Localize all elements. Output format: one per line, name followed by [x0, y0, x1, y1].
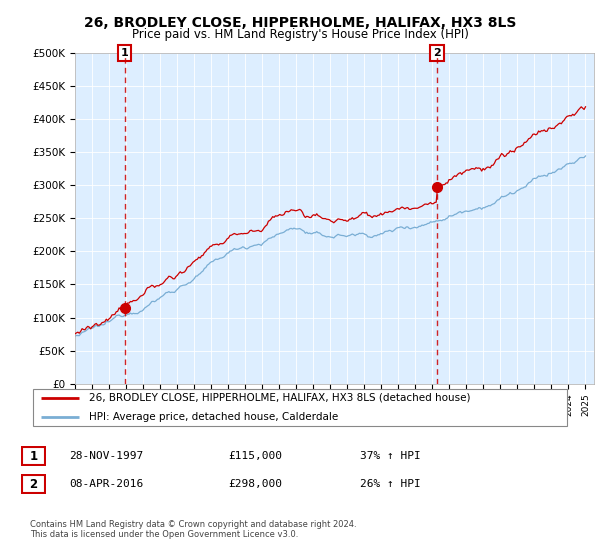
FancyBboxPatch shape: [22, 475, 45, 493]
Text: Contains HM Land Registry data © Crown copyright and database right 2024.
This d: Contains HM Land Registry data © Crown c…: [30, 520, 356, 539]
Text: 26% ↑ HPI: 26% ↑ HPI: [360, 479, 421, 489]
Text: 2: 2: [433, 48, 441, 58]
Text: 08-APR-2016: 08-APR-2016: [69, 479, 143, 489]
Text: 2: 2: [29, 478, 38, 491]
Text: £115,000: £115,000: [228, 451, 282, 461]
FancyBboxPatch shape: [22, 447, 45, 465]
Text: 1: 1: [121, 48, 128, 58]
Text: 37% ↑ HPI: 37% ↑ HPI: [360, 451, 421, 461]
Text: 26, BRODLEY CLOSE, HIPPERHOLME, HALIFAX, HX3 8LS: 26, BRODLEY CLOSE, HIPPERHOLME, HALIFAX,…: [84, 16, 516, 30]
FancyBboxPatch shape: [33, 389, 568, 426]
Text: Price paid vs. HM Land Registry's House Price Index (HPI): Price paid vs. HM Land Registry's House …: [131, 28, 469, 41]
Text: £298,000: £298,000: [228, 479, 282, 489]
Text: 26, BRODLEY CLOSE, HIPPERHOLME, HALIFAX, HX3 8LS (detached house): 26, BRODLEY CLOSE, HIPPERHOLME, HALIFAX,…: [89, 393, 471, 403]
Text: 28-NOV-1997: 28-NOV-1997: [69, 451, 143, 461]
Text: 1: 1: [29, 450, 38, 463]
Text: HPI: Average price, detached house, Calderdale: HPI: Average price, detached house, Cald…: [89, 412, 338, 422]
